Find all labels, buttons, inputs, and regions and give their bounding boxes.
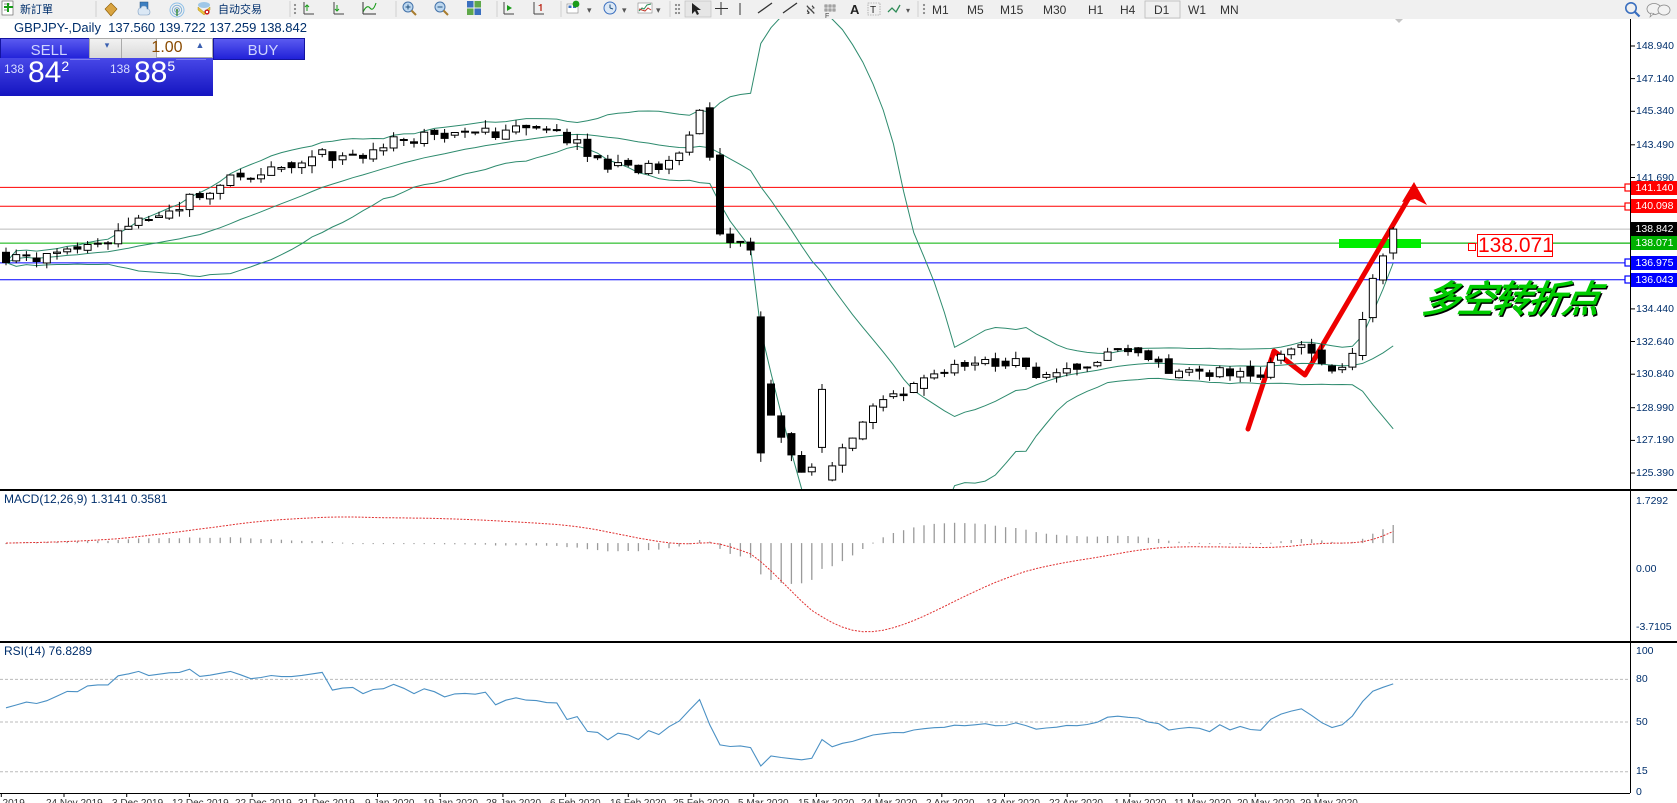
svg-text:A: A: [850, 2, 860, 17]
svg-text:H4: H4: [1120, 3, 1136, 17]
svg-text:M15: M15: [1000, 3, 1024, 17]
svg-text:M30: M30: [1043, 3, 1067, 17]
svg-text:▾: ▾: [906, 6, 910, 15]
svg-text:▾: ▾: [622, 5, 627, 15]
svg-text:H1: H1: [1088, 3, 1104, 17]
svg-text:M1: M1: [932, 3, 949, 17]
svg-text:M5: M5: [967, 3, 984, 17]
svg-text:▾: ▾: [656, 5, 661, 15]
svg-text:▾: ▾: [587, 5, 592, 15]
svg-text:ℵ: ℵ: [806, 3, 815, 17]
svg-text:新訂單: 新訂單: [20, 2, 53, 16]
svg-text:MN: MN: [1220, 3, 1239, 17]
svg-text:自动交易: 自动交易: [218, 2, 262, 16]
svg-text:T: T: [870, 5, 876, 16]
svg-text:W1: W1: [1188, 3, 1206, 17]
svg-text:D1: D1: [1154, 3, 1170, 17]
